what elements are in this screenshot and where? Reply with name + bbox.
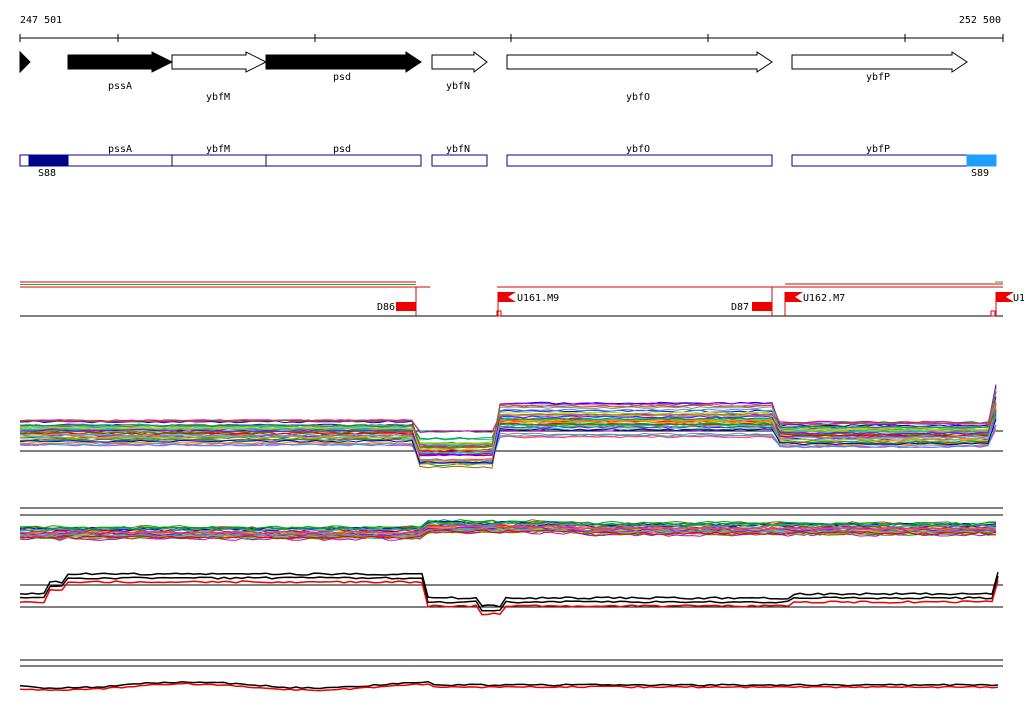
trace [19, 424, 997, 464]
operon-label: ybfP [866, 144, 890, 155]
trace [19, 521, 997, 532]
trace [19, 415, 997, 454]
trace [19, 524, 997, 535]
segment-label: S88 [38, 168, 56, 179]
segment-label: S89 [971, 168, 989, 179]
feature-label: U161.M9 [517, 293, 559, 304]
gene-arrows [19, 50, 968, 74]
gene-label: ybfO [626, 92, 650, 103]
gene-label: ybfP [866, 72, 890, 83]
feature-track [20, 281, 1014, 317]
feature-label: D87 [731, 302, 749, 313]
trace [19, 417, 997, 457]
trace [19, 391, 997, 449]
ruler [19, 34, 1004, 42]
panel-lines [20, 430, 1003, 667]
trace [19, 682, 999, 692]
trace [19, 572, 999, 608]
feature-label: U162.M7 [803, 293, 845, 304]
trace [19, 524, 997, 535]
gene-label: ybfM [206, 92, 230, 103]
trace [19, 576, 999, 612]
trace [19, 680, 999, 690]
operon-label: ybfO [626, 144, 650, 155]
expression-traces [19, 384, 999, 692]
operon-label: pssA [108, 144, 132, 155]
trace [19, 403, 997, 457]
ruler-start: 247 501 [20, 15, 62, 26]
operon-boxes [19, 154, 997, 167]
operon-label: ybfN [446, 144, 470, 155]
gene-label: psd [333, 72, 351, 83]
trace [19, 417, 997, 448]
feature-label: U1 [1013, 293, 1024, 304]
operon-label: psd [333, 144, 351, 155]
trace [19, 418, 997, 464]
trace [19, 411, 997, 440]
trace [19, 529, 997, 540]
ruler-end: 252 500 [959, 15, 1001, 26]
feature-label: D86 [377, 302, 395, 313]
trace [19, 580, 999, 616]
operon-label: ybfM [206, 144, 230, 155]
gene-label: pssA [108, 81, 132, 92]
trace [19, 519, 996, 531]
gene-label: ybfN [446, 81, 470, 92]
